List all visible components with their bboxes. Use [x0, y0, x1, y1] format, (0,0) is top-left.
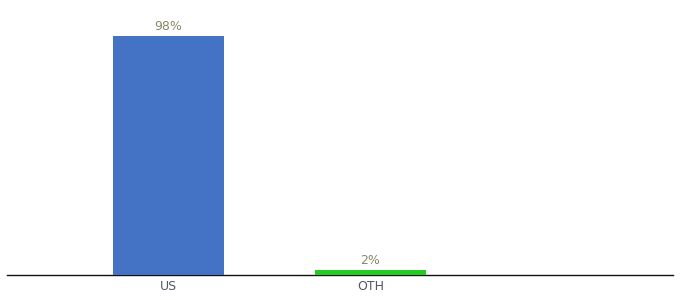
Bar [315, 270, 426, 275]
Bar [113, 36, 224, 275]
Text: 98%: 98% [154, 20, 182, 33]
Text: 2%: 2% [360, 254, 380, 267]
